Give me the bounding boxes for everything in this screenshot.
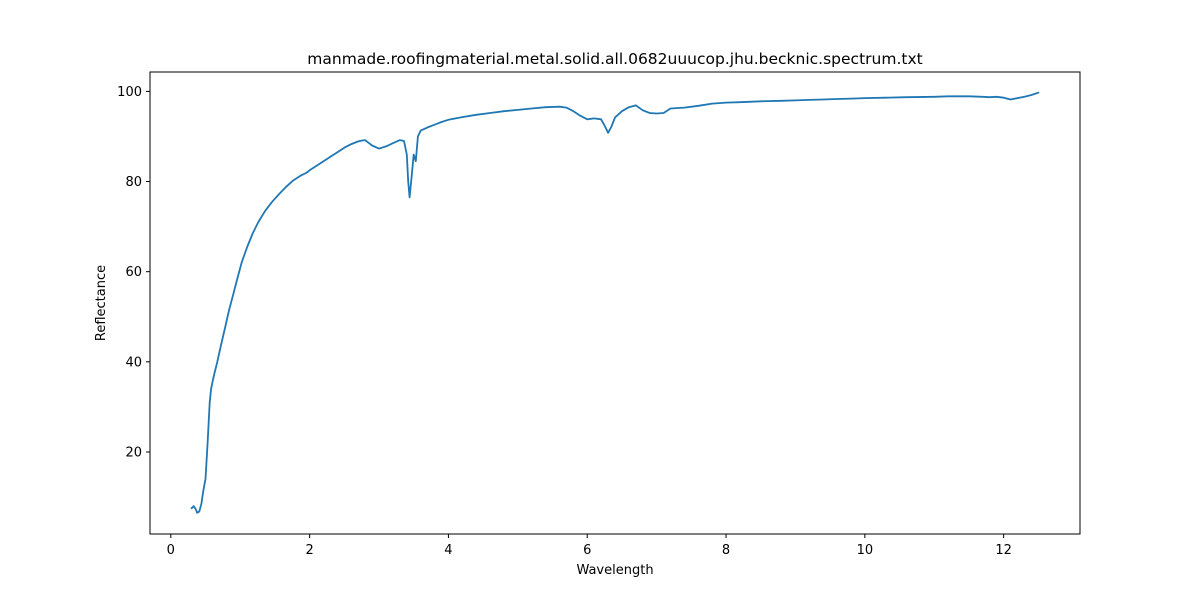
x-tick-label: 4 xyxy=(444,543,452,558)
y-tick-label: 60 xyxy=(125,265,142,280)
x-tick-label: 2 xyxy=(305,543,313,558)
x-tick-label: 0 xyxy=(167,543,175,558)
x-axis-label: Wavelength xyxy=(576,563,653,578)
x-tick-label: 10 xyxy=(857,543,874,558)
reflectance-line xyxy=(190,91,1040,514)
y-tick-label: 40 xyxy=(125,355,142,370)
plot-frame xyxy=(149,71,1081,535)
x-tick-label: 12 xyxy=(995,543,1012,558)
x-tick-label: 8 xyxy=(722,543,730,558)
y-axis-label: Reflectance xyxy=(94,265,109,341)
x-tick-label: 6 xyxy=(583,543,591,558)
y-tick-label: 100 xyxy=(117,85,142,100)
chart-title: manmade.roofingmaterial.metal.solid.all.… xyxy=(307,50,922,68)
plot-area xyxy=(149,71,1081,535)
y-tick-label: 80 xyxy=(125,175,142,190)
x-axis: 0 2 4 6 8 10 12 xyxy=(167,534,1012,558)
y-tick-label: 20 xyxy=(125,445,142,460)
y-axis: 20 40 60 80 100 xyxy=(117,85,150,460)
